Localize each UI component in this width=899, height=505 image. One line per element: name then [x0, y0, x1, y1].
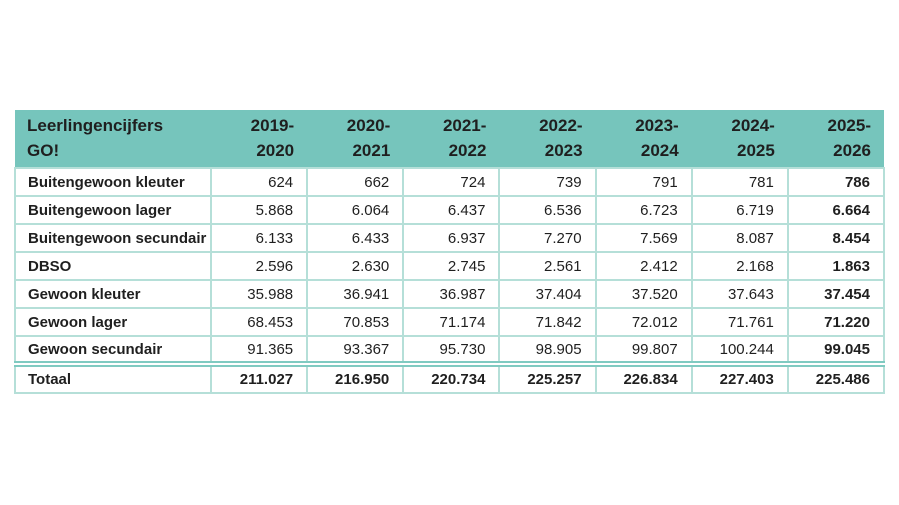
header-row: Leerlingencijfers GO! 2019- 2020 2020- 2…: [15, 110, 884, 168]
cell-value: 99.807: [594, 335, 693, 365]
cell-value: 6.723: [594, 195, 693, 225]
cell-value: 6.433: [306, 223, 405, 253]
cell-value: 91.365: [209, 335, 309, 365]
cell-value: 662: [306, 167, 405, 197]
cell-value: 71.174: [402, 307, 501, 337]
total-value: 220.734: [402, 361, 501, 394]
cell-value: 6.536: [498, 195, 597, 225]
total-value: 227.403: [690, 361, 789, 394]
row-label: Buitengewoon lager: [14, 195, 212, 225]
total-row: Totaal 211.027 216.950 220.734 225.257 2…: [14, 361, 886, 394]
cell-value: 71.761: [690, 307, 789, 337]
row-label: DBSO: [14, 251, 212, 281]
table-row: DBSO 2.596 2.630 2.745 2.561 2.412 2.168…: [14, 251, 886, 281]
cell-value: 2.745: [402, 251, 501, 281]
row-label: Gewoon secundair: [14, 335, 212, 365]
cell-value: 8.454: [786, 223, 886, 253]
cell-value: 786: [786, 167, 886, 197]
cell-value: 37.404: [498, 279, 597, 309]
cell-value: 36.987: [402, 279, 501, 309]
row-label: Buitengewoon kleuter: [14, 167, 212, 197]
cell-value: 70.853: [306, 307, 405, 337]
cell-value: 7.569: [594, 223, 693, 253]
year-header-2022-2023: 2022- 2023: [499, 110, 596, 168]
cell-value: 37.643: [690, 279, 789, 309]
year-header-2023-2024: 2023- 2024: [595, 110, 692, 168]
year-header-2025-2026: 2025- 2026: [787, 110, 884, 168]
cell-value: 2.596: [209, 251, 309, 281]
cell-value: 781: [690, 167, 789, 197]
row-label: Buitengewoon secundair: [14, 223, 212, 253]
cell-value: 35.988: [209, 279, 309, 309]
cell-value: 72.012: [594, 307, 693, 337]
table-row: Gewoon lager 68.453 70.853 71.174 71.842…: [14, 307, 886, 337]
table-row: Buitengewoon lager 5.868 6.064 6.437 6.5…: [14, 195, 886, 225]
cell-value: 5.868: [209, 195, 309, 225]
leerlingencijfers-table: Leerlingencijfers GO! 2019- 2020 2020- 2…: [14, 110, 886, 394]
cell-value: 93.367: [306, 335, 405, 365]
table-row: Buitengewoon secundair 6.133 6.433 6.937…: [14, 223, 886, 253]
cell-value: 7.270: [498, 223, 597, 253]
cell-value: 71.220: [786, 307, 886, 337]
cell-value: 36.941: [306, 279, 405, 309]
total-value: 216.950: [306, 361, 405, 394]
cell-value: 71.842: [498, 307, 597, 337]
cell-value: 791: [594, 167, 693, 197]
table-row: Gewoon secundair 91.365 93.367 95.730 98…: [14, 335, 886, 365]
table-title: Leerlingencijfers GO!: [15, 110, 211, 168]
year-header-2024-2025: 2024- 2025: [691, 110, 788, 168]
year-header-2019-2020: 2019- 2020: [211, 110, 308, 168]
total-value: 225.257: [498, 361, 597, 394]
leerlingencijfers-table-wrap: Leerlingencijfers GO! 2019- 2020 2020- 2…: [14, 110, 886, 394]
year-header-2020-2021: 2020- 2021: [307, 110, 404, 168]
cell-value: 1.863: [786, 251, 886, 281]
cell-value: 37.454: [786, 279, 886, 309]
cell-value: 68.453: [209, 307, 309, 337]
cell-value: 6.664: [786, 195, 886, 225]
total-value: 225.486: [786, 361, 886, 394]
cell-value: 739: [498, 167, 597, 197]
row-label: Gewoon lager: [14, 307, 212, 337]
table-row: Buitengewoon kleuter 624 662 724 739 791…: [14, 167, 886, 197]
cell-value: 98.905: [498, 335, 597, 365]
cell-value: 6.937: [402, 223, 501, 253]
cell-value: 2.168: [690, 251, 789, 281]
cell-value: 724: [402, 167, 501, 197]
cell-value: 95.730: [402, 335, 501, 365]
cell-value: 2.412: [594, 251, 693, 281]
cell-value: 2.561: [498, 251, 597, 281]
cell-value: 624: [209, 167, 309, 197]
row-label: Gewoon kleuter: [14, 279, 212, 309]
table-row: Gewoon kleuter 35.988 36.941 36.987 37.4…: [14, 279, 886, 309]
cell-value: 100.244: [690, 335, 789, 365]
total-value: 211.027: [209, 361, 309, 394]
cell-value: 6.437: [402, 195, 501, 225]
cell-value: 2.630: [306, 251, 405, 281]
cell-value: 8.087: [690, 223, 789, 253]
cell-value: 6.719: [690, 195, 789, 225]
total-label: Totaal: [14, 361, 212, 394]
total-value: 226.834: [594, 361, 693, 394]
cell-value: 99.045: [786, 335, 886, 365]
year-header-2021-2022: 2021- 2022: [403, 110, 500, 168]
cell-value: 37.520: [594, 279, 693, 309]
cell-value: 6.064: [306, 195, 405, 225]
cell-value: 6.133: [209, 223, 309, 253]
